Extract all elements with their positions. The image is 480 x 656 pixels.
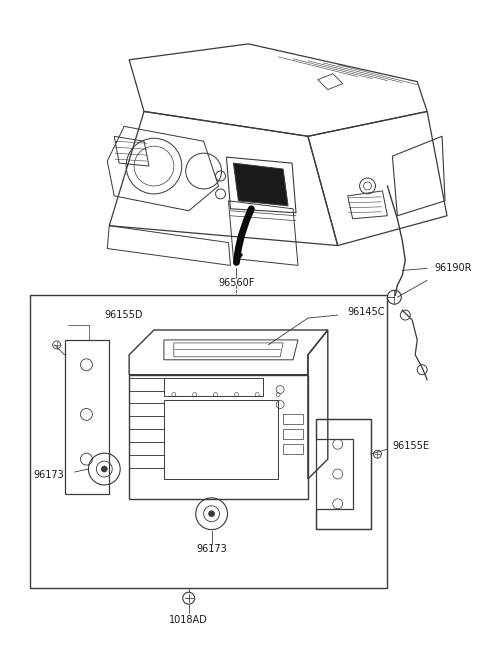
Text: 96145C: 96145C (348, 307, 385, 317)
Polygon shape (233, 163, 288, 206)
Text: 96155D: 96155D (104, 310, 143, 320)
Text: 96190R: 96190R (434, 264, 471, 274)
Bar (30, 295, 387, 588)
Text: 96173: 96173 (196, 544, 227, 554)
Text: 1018AD: 1018AD (169, 615, 208, 625)
Text: 96155E: 96155E (392, 441, 430, 451)
Bar (283, 429, 303, 440)
Bar (65, 340, 109, 494)
Bar (283, 415, 303, 424)
Bar (164, 400, 278, 479)
Circle shape (101, 466, 108, 472)
Circle shape (209, 511, 215, 517)
Bar (283, 444, 303, 454)
Bar (164, 378, 263, 396)
Text: 96173: 96173 (34, 470, 65, 480)
Bar (316, 419, 371, 529)
Text: 96560F: 96560F (218, 278, 254, 288)
